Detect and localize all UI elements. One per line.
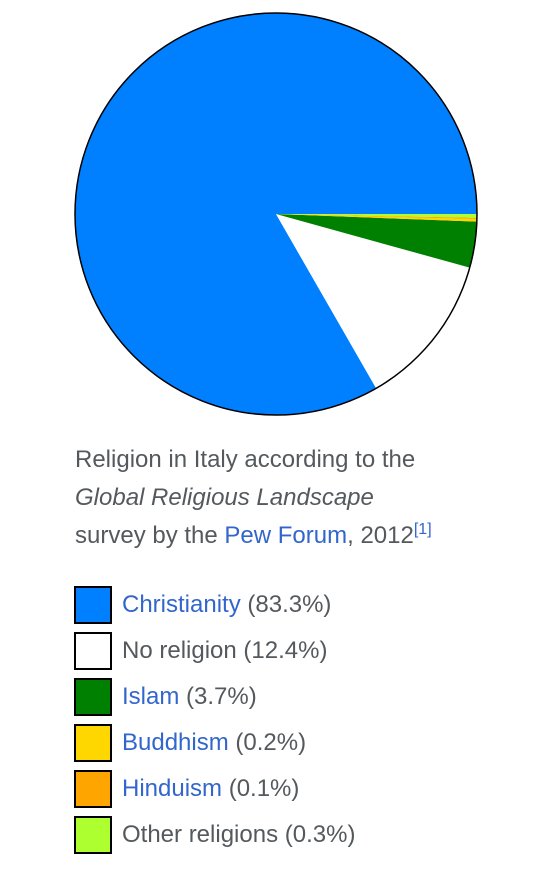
legend-label-hinduism: Hinduism (0.1%) [122,775,299,803]
pie-slice-other-religions [276,214,477,218]
pie-chart [70,8,482,420]
legend-value-buddhism: (0.2%) [235,729,307,756]
legend-value-christianity: (83.3%) [247,591,332,618]
legend-item-hinduism: Hinduism (0.1%) [74,766,534,812]
legend-name-islam[interactable]: Islam [122,683,180,710]
legend-item-buddhism: Buddhism (0.2%) [74,720,534,766]
legend-label-buddhism: Buddhism (0.2%) [122,729,306,757]
legend-swatch-buddhism [74,724,112,762]
caption-year: , 2012 [347,522,414,549]
legend-label-islam: Islam (3.7%) [122,683,257,711]
legend-value-other-religions: (0.3%) [284,821,356,848]
legend-swatch-other-religions [74,816,112,854]
pew-forum-link[interactable]: Pew Forum [224,522,348,549]
legend-item-islam: Islam (3.7%) [74,674,534,720]
pie-slice-islam [276,214,477,268]
legend-item-other-religions: Other religions (0.3%) [74,812,534,858]
legend-swatch-hinduism [74,770,112,808]
legend-name-buddhism[interactable]: Buddhism [122,729,229,756]
legend-label-christianity: Christianity (83.3%) [122,591,331,619]
legend-name-christianity[interactable]: Christianity [122,591,241,618]
legend-name-hinduism[interactable]: Hinduism [122,775,223,802]
pie-slice-hinduism [276,214,477,220]
legend-label-no-religion: No religion (12.4%) [122,637,327,665]
caption-prefix: survey by the [75,522,225,549]
pie-outline [74,12,478,416]
legend-name-no-religion: No religion [122,637,237,664]
pie-slice-buddhism [276,214,477,222]
legend-swatch-islam [74,678,112,716]
caption-survey-name: Global Religious Landscape [75,484,374,511]
legend-swatch-christianity [74,586,112,624]
caption-line-1: Religion in Italy according to the [75,446,416,473]
legend-item-christianity: Christianity (83.3%) [74,582,534,628]
pie-slice-no-religion [276,214,470,389]
chart-caption: Religion in Italy according to the Globa… [75,441,515,555]
legend-value-hinduism: (0.1%) [228,775,300,802]
legend-value-no-religion: (12.4%) [243,637,328,664]
legend-item-no-religion: No religion (12.4%) [74,628,534,674]
legend-label-other-religions: Other religions (0.3%) [122,821,355,849]
pie-slice-christianity [75,13,477,416]
legend-swatch-no-religion [74,632,112,670]
caption-line-3: survey by the Pew Forum, 2012[1] [75,517,515,555]
reference-link[interactable]: [1] [413,521,432,538]
legend-name-other-religions: Other religions [122,821,279,848]
legend-value-islam: (3.7%) [186,683,257,710]
chart-legend: Christianity (83.3%) No religion (12.4%) I… [74,582,534,858]
pie-chart-svg [74,12,478,416]
